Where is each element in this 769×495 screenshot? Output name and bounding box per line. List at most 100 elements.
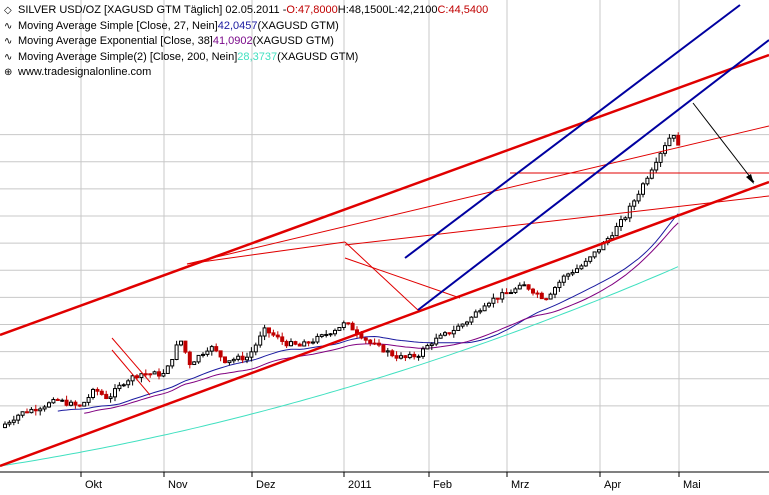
candle-body <box>469 316 474 323</box>
candle-body <box>416 355 421 358</box>
legend-ema38-row[interactable]: ∿ Moving Average Exponential [Close, 38]… <box>4 34 488 50</box>
candle-body <box>179 340 183 346</box>
candle-body <box>583 260 588 267</box>
legend-ma200-row[interactable]: ∿ Moving Average Simple(2) [Close, 200, … <box>4 50 488 66</box>
trendlines-layer <box>0 4 769 468</box>
legend: ◇ SILVER USD/OZ [XAGUSD GTM Täglich] 02.… <box>4 3 488 81</box>
candle-body <box>152 371 157 375</box>
ohlc-high: H:48,1500 <box>337 4 389 16</box>
ohlc-open: O:47,8000 <box>286 4 338 16</box>
candle-body <box>7 421 12 425</box>
candle-body <box>460 323 465 327</box>
candle-body <box>337 326 342 331</box>
candle-body <box>381 344 386 353</box>
wave-icon: ∿ <box>4 51 13 63</box>
projection-arrow-line <box>692 102 755 183</box>
candle-body <box>645 177 650 185</box>
candle-body <box>293 341 298 345</box>
candle-body <box>148 373 153 376</box>
candle-body <box>231 358 236 362</box>
candle-body <box>341 322 346 328</box>
candle-body <box>275 334 280 338</box>
x-tick-label: Mrz <box>511 479 529 491</box>
trend-thin-line <box>344 195 769 246</box>
candle-body <box>183 340 188 353</box>
candle-body <box>473 311 478 318</box>
candle-body <box>535 292 540 295</box>
candle-body <box>557 281 562 289</box>
projection-arrow-head <box>746 174 754 184</box>
ema38-label: Moving Average Exponential [Close, 38] <box>18 35 213 47</box>
candle-body <box>55 398 60 401</box>
moving-averages-layer <box>0 213 679 467</box>
candle-body <box>676 134 681 146</box>
x-tick-label: Feb <box>433 479 452 491</box>
candle-body <box>77 404 82 407</box>
candle-body <box>47 402 51 408</box>
candle-body <box>135 375 139 379</box>
candle-body <box>29 408 34 414</box>
candle-body <box>33 408 38 412</box>
candle-body <box>143 373 148 376</box>
candle-body <box>491 297 496 304</box>
candle-body <box>632 200 637 207</box>
x-tick-label: 2011 <box>348 479 372 491</box>
trend-thin-line <box>186 241 346 265</box>
candle-body <box>209 346 214 352</box>
legend-ma27-row[interactable]: ∿ Moving Average Simple [Close, 27, Nein… <box>4 19 488 35</box>
candle-body <box>306 341 311 344</box>
ema38-value: 41,0902 <box>212 35 253 47</box>
candle-body <box>663 145 667 154</box>
candle-body <box>504 292 509 295</box>
ma200-value: 28,3737 <box>237 50 278 63</box>
watermark[interactable]: www.tradesignalonline.com <box>18 66 152 78</box>
candle-body <box>95 388 100 392</box>
candle-body <box>658 152 663 163</box>
candle-body <box>25 411 29 414</box>
candle-body <box>592 251 597 258</box>
candle-body <box>280 336 285 342</box>
candle-body <box>284 340 289 347</box>
flag-line <box>111 337 151 383</box>
blue-channel-lower-line <box>417 39 769 311</box>
channel-lower-line <box>0 180 769 468</box>
candle-body <box>465 321 469 325</box>
wave-icon: ∿ <box>4 36 13 47</box>
candle-body <box>522 284 527 287</box>
candle-body <box>201 353 205 356</box>
candle-body <box>245 356 249 361</box>
candle-body <box>311 341 315 344</box>
candle-body <box>165 365 170 374</box>
ma27-value: 42,0457 <box>217 19 258 32</box>
candle-body <box>11 419 16 423</box>
candle-body <box>671 134 676 139</box>
candle-body <box>487 302 491 307</box>
x-tick-label: Nov <box>168 479 188 491</box>
candle-body <box>20 411 25 416</box>
candle-body <box>425 345 430 350</box>
ma27-suffix: (XAGUSD GTM) <box>257 19 339 32</box>
candle-body <box>443 332 447 336</box>
candle-body <box>390 350 395 357</box>
candle-body <box>324 333 329 336</box>
candle-body <box>104 393 109 400</box>
candle-body <box>161 372 166 377</box>
candle-body <box>566 273 571 277</box>
candle-body <box>236 355 241 360</box>
candle-body <box>196 354 201 363</box>
candle-body <box>575 268 579 273</box>
ma200-suffix: (XAGUSD GTM) <box>277 50 359 63</box>
candle-body <box>531 288 535 294</box>
x-tick-label: Okt <box>85 479 102 491</box>
instrument-icon: ◇ <box>4 5 12 16</box>
candle-body <box>438 334 443 339</box>
candle-body <box>407 353 412 359</box>
candle-body <box>174 344 179 360</box>
candle-body <box>126 380 131 386</box>
candlesticks-layer <box>3 132 681 429</box>
candle-body <box>139 373 144 379</box>
candle-body <box>636 193 641 202</box>
candle-body <box>548 293 553 300</box>
candle-body <box>121 384 126 387</box>
